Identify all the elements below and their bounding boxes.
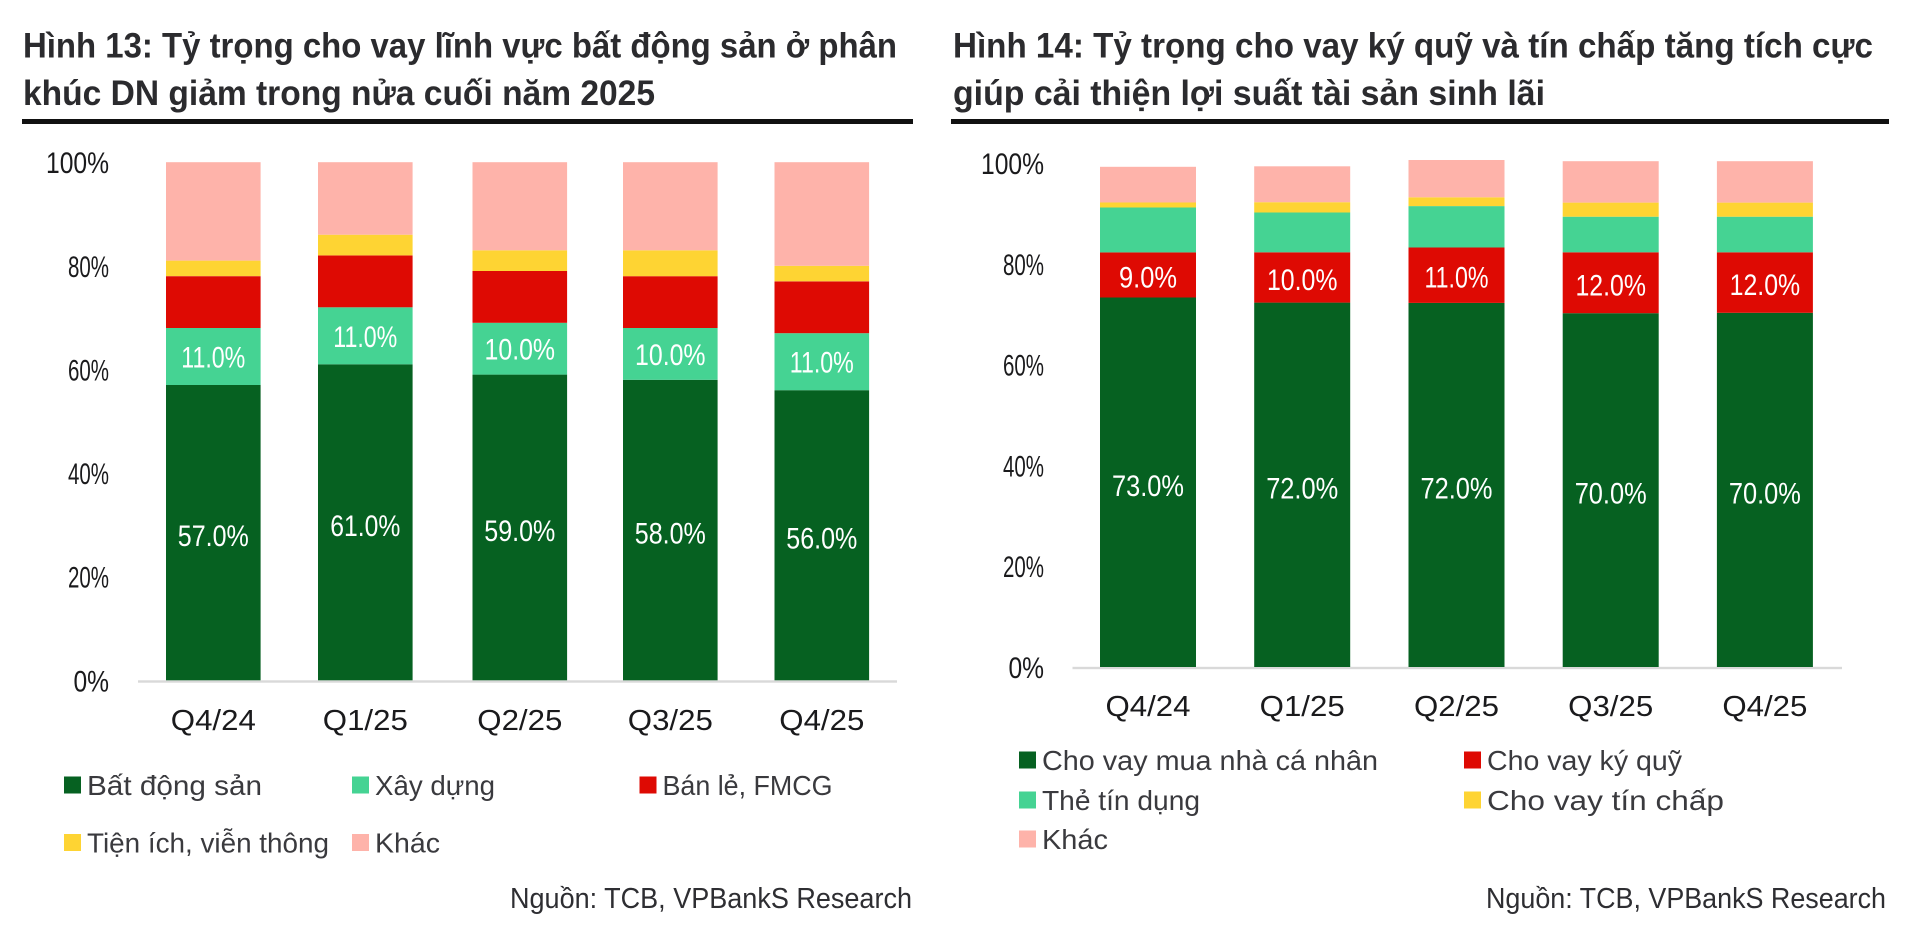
svg-text:Khác: Khác [1042, 824, 1108, 855]
svg-text:giúp cải thiện lợi suất tài sả: giúp cải thiện lợi suất tài sản sinh lãi [953, 74, 1545, 113]
svg-text:100%: 100% [981, 148, 1044, 181]
svg-text:40%: 40% [1003, 450, 1044, 483]
svg-text:Cho vay mua nhà cá nhân: Cho vay mua nhà cá nhân [1042, 745, 1378, 776]
svg-text:khúc DN giảm trong nửa cuối nă: khúc DN giảm trong nửa cuối năm 2025 [23, 74, 655, 113]
svg-text:Q3/25: Q3/25 [628, 705, 713, 737]
svg-text:Q4/24: Q4/24 [1106, 691, 1191, 723]
svg-text:20%: 20% [68, 562, 109, 595]
svg-text:56.0%: 56.0% [786, 523, 857, 556]
svg-text:Q4/25: Q4/25 [1722, 691, 1807, 723]
svg-text:100%: 100% [46, 147, 109, 180]
svg-text:80%: 80% [1003, 249, 1044, 282]
svg-text:Hình 14: Tỷ trọng cho vay ký q: Hình 14: Tỷ trọng cho vay ký quỹ và tín … [953, 27, 1873, 66]
svg-text:70.0%: 70.0% [1729, 477, 1801, 510]
svg-text:72.0%: 72.0% [1266, 472, 1338, 505]
svg-text:9.0%: 9.0% [1119, 261, 1177, 294]
svg-text:0%: 0% [1009, 652, 1045, 685]
svg-text:Khác: Khác [375, 828, 440, 859]
svg-text:Q2/25: Q2/25 [477, 705, 562, 737]
svg-text:11.0%: 11.0% [333, 321, 397, 354]
svg-text:72.0%: 72.0% [1421, 472, 1493, 505]
svg-text:Bán lẻ, FMCG: Bán lẻ, FMCG [663, 770, 833, 801]
svg-text:10.0%: 10.0% [1267, 264, 1338, 297]
svg-text:60%: 60% [1003, 350, 1044, 383]
svg-text:0%: 0% [74, 665, 110, 698]
svg-text:Q1/25: Q1/25 [323, 705, 408, 737]
svg-text:Xây dựng: Xây dựng [375, 770, 495, 801]
svg-text:Hình 13: Tỷ trọng cho vay lĩnh: Hình 13: Tỷ trọng cho vay lĩnh vực bất đ… [23, 27, 897, 66]
svg-text:10.0%: 10.0% [485, 334, 556, 367]
svg-text:Tiện ích, viễn thông: Tiện ích, viễn thông [87, 828, 329, 859]
svg-text:61.0%: 61.0% [330, 510, 400, 543]
svg-text:59.0%: 59.0% [484, 515, 555, 548]
svg-text:Cho vay tín chấp: Cho vay tín chấp [1487, 785, 1724, 816]
svg-text:70.0%: 70.0% [1575, 478, 1647, 511]
svg-text:Thẻ tín dụng: Thẻ tín dụng [1042, 785, 1200, 816]
svg-text:10.0%: 10.0% [635, 339, 706, 372]
svg-text:Q3/25: Q3/25 [1568, 691, 1653, 723]
svg-text:Bất động sản: Bất động sản [87, 770, 262, 801]
svg-text:73.0%: 73.0% [1112, 470, 1184, 503]
svg-text:Cho vay ký quỹ: Cho vay ký quỹ [1487, 745, 1682, 776]
svg-text:20%: 20% [1003, 551, 1044, 584]
svg-text:11.0%: 11.0% [181, 341, 245, 374]
svg-text:11.0%: 11.0% [1425, 262, 1489, 295]
svg-text:Q1/25: Q1/25 [1260, 691, 1345, 723]
svg-text:Nguồn: TCB, VPBankS Research: Nguồn: TCB, VPBankS Research [1486, 883, 1886, 915]
svg-text:57.0%: 57.0% [178, 520, 249, 553]
svg-text:11.0%: 11.0% [790, 347, 854, 380]
svg-text:12.0%: 12.0% [1575, 269, 1646, 302]
svg-text:12.0%: 12.0% [1730, 269, 1801, 302]
svg-text:58.0%: 58.0% [635, 518, 706, 551]
svg-text:Q2/25: Q2/25 [1414, 691, 1499, 723]
svg-text:Q4/25: Q4/25 [779, 705, 864, 737]
svg-text:60%: 60% [68, 354, 109, 387]
svg-text:Q4/24: Q4/24 [171, 705, 256, 737]
svg-text:80%: 80% [68, 251, 109, 284]
svg-text:40%: 40% [68, 458, 109, 491]
svg-text:Nguồn: TCB, VPBankS Research: Nguồn: TCB, VPBankS Research [510, 883, 912, 915]
